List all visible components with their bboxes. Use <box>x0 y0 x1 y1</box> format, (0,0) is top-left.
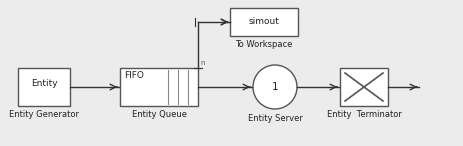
Text: Entity: Entity <box>31 79 57 87</box>
Text: Entity  Terminator: Entity Terminator <box>326 110 401 119</box>
Text: To Workspace: To Workspace <box>235 40 293 49</box>
Text: n: n <box>200 60 205 66</box>
Text: FIFO: FIFO <box>124 71 144 80</box>
Text: Entity Queue: Entity Queue <box>131 110 187 119</box>
Bar <box>18 68 70 106</box>
Text: 1: 1 <box>272 82 278 92</box>
Bar <box>340 68 388 106</box>
Text: Entity Generator: Entity Generator <box>9 110 79 119</box>
Circle shape <box>253 65 297 109</box>
Bar <box>230 8 298 36</box>
Text: Entity Server: Entity Server <box>248 114 302 123</box>
Bar <box>120 68 198 106</box>
Text: simout: simout <box>249 18 280 27</box>
